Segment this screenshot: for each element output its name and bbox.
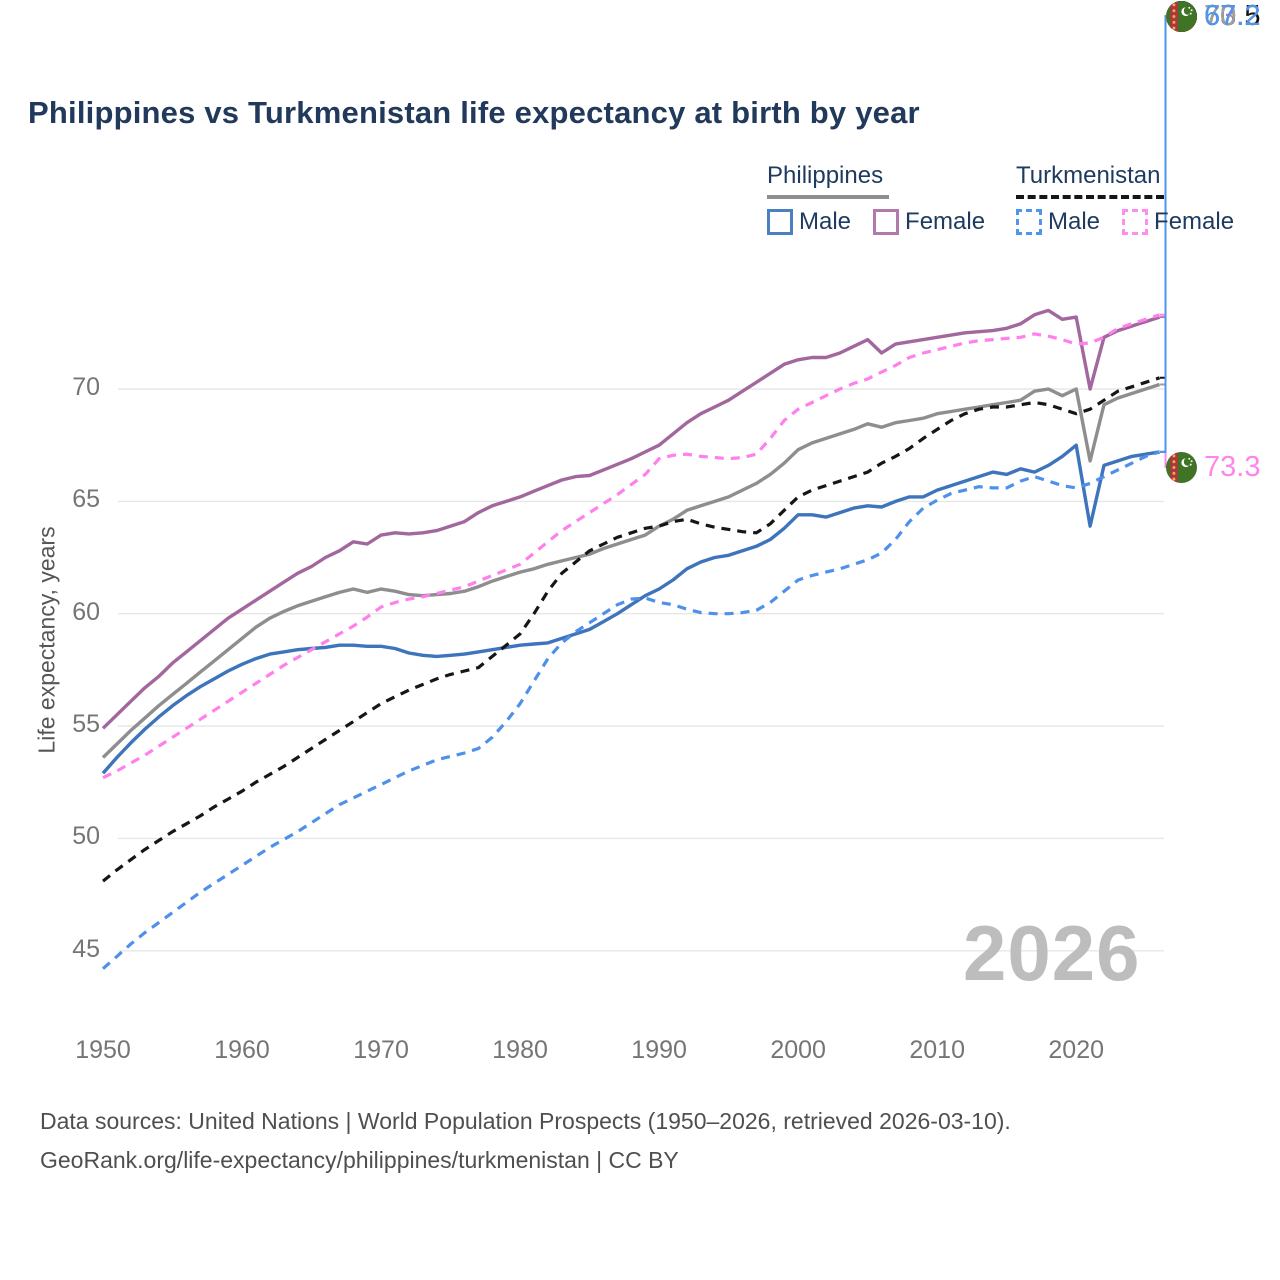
label-connectors bbox=[1160, 15, 1171, 468]
x-tick-1980: 1980 bbox=[492, 1036, 548, 1064]
x-tick-1970: 1970 bbox=[353, 1036, 409, 1064]
value-label: 73.3 bbox=[1204, 450, 1261, 483]
x-tick-2000: 2000 bbox=[770, 1036, 826, 1064]
end-label-turkmenistan-male: 67.2 bbox=[1166, 0, 1260, 32]
end-label-turkmenistan-female: 73.3 bbox=[1166, 451, 1260, 483]
y-tick-55: 55 bbox=[72, 710, 100, 739]
data-source-note: Data sources: United Nations | World Pop… bbox=[40, 1108, 1011, 1134]
value-label: 70.5 bbox=[1204, 0, 1261, 32]
legend-group-philippines: Philippines Male Female bbox=[767, 162, 985, 236]
attribution-link: GeoRank.org/life-expectancy/philippines/… bbox=[40, 1147, 679, 1173]
legend-group-turkmenistan: Turkmenistan Male Female bbox=[1016, 162, 1234, 236]
x-tick-1960: 1960 bbox=[214, 1036, 270, 1064]
legend-item-philippines-male[interactable]: Male bbox=[767, 208, 851, 236]
series-line-ph_male bbox=[101, 443, 1160, 775]
value-label: 73.2 bbox=[1204, 0, 1261, 32]
legend-label: Male bbox=[1048, 208, 1101, 235]
y-tick-65: 65 bbox=[72, 485, 100, 514]
turkmenistan-flag-icon bbox=[1166, 0, 1197, 32]
series-line-ph_total bbox=[101, 382, 1161, 759]
x-tick-2020: 2020 bbox=[1048, 1036, 1105, 1064]
y-tick-70: 70 bbox=[72, 373, 100, 401]
year-watermark: 2026 bbox=[963, 909, 1141, 997]
turkmenistan-female-swatch-icon bbox=[1122, 209, 1149, 235]
legend-item-turkmenistan-female[interactable]: Female bbox=[1122, 208, 1234, 236]
y-tick-60: 60 bbox=[72, 597, 100, 626]
philippines-male-swatch-icon bbox=[767, 209, 793, 235]
series-line-tm_total bbox=[101, 376, 1161, 883]
y-tick-50: 50 bbox=[72, 822, 100, 851]
turkmenistan-male-swatch-icon bbox=[1016, 209, 1042, 235]
y-tick-45: 45 bbox=[72, 934, 100, 963]
x-tick-2010: 2010 bbox=[909, 1036, 965, 1064]
legend-item-philippines-female[interactable]: Female bbox=[873, 208, 985, 236]
value-label: 67.2 bbox=[1204, 0, 1261, 32]
turkmenistan-flag-icon bbox=[1166, 451, 1197, 483]
legend-label: Female bbox=[905, 208, 986, 235]
legend-item-turkmenistan-male[interactable]: Male bbox=[1016, 208, 1100, 236]
page-title: Philippines vs Turkmenistan life expecta… bbox=[28, 95, 920, 130]
x-tick-1950: 1950 bbox=[75, 1036, 131, 1064]
series-line-tm_male bbox=[101, 450, 1161, 970]
legend-title-philippines: Philippines bbox=[767, 162, 889, 199]
legend-title-turkmenistan: Turkmenistan bbox=[1016, 162, 1164, 199]
legend-label: Male bbox=[799, 208, 852, 235]
legend-label: Female bbox=[1154, 208, 1235, 235]
series-line-tm_female bbox=[102, 313, 1161, 780]
gridlines bbox=[118, 388, 1164, 952]
value-label: 67.2 bbox=[1204, 0, 1261, 32]
x-tick-1990: 1990 bbox=[631, 1036, 687, 1064]
chart-series bbox=[101, 308, 1161, 970]
series-line-ph_female bbox=[101, 308, 1161, 730]
value-label: 70.2 bbox=[1204, 0, 1261, 32]
philippines-female-swatch-icon bbox=[873, 209, 900, 235]
